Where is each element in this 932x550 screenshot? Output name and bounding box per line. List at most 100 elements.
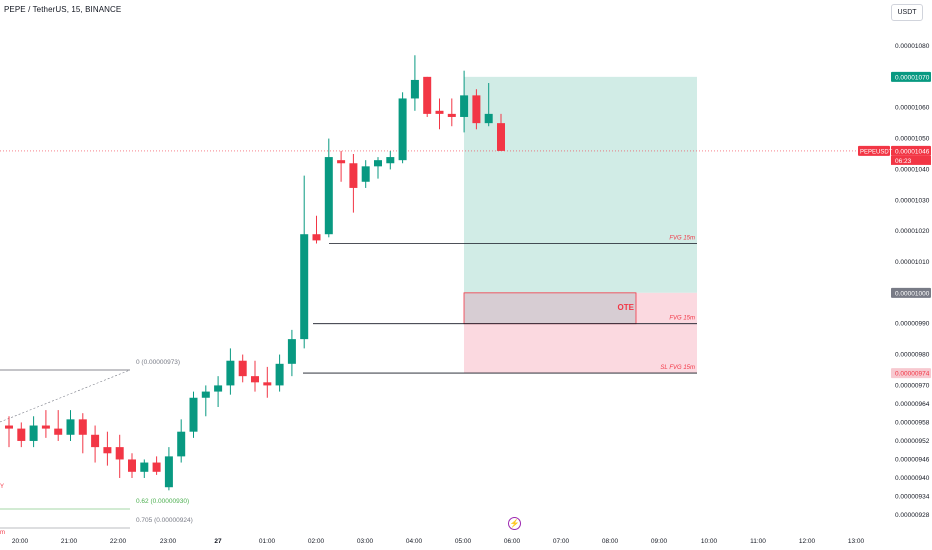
profit-zone <box>464 76 697 293</box>
symbol-badge-label: PEPEUSDT <box>860 149 893 155</box>
price-tick-label: 0.00000970 <box>895 382 930 389</box>
time-tick-label: 08:00 <box>602 538 619 545</box>
candle-body <box>398 98 407 161</box>
candle-body <box>484 113 493 124</box>
candle-body <box>410 79 419 99</box>
price-badge <box>891 287 931 298</box>
lightning-icon[interactable]: ⚡ <box>508 517 521 530</box>
candle-body <box>287 339 296 364</box>
candle-body <box>374 160 382 167</box>
countdown-badge <box>891 155 931 165</box>
fib-0705-label: 0.705 (0.00000924) <box>136 517 193 524</box>
candle-body <box>115 447 124 460</box>
price-tick-label: 0.00000940 <box>895 475 930 482</box>
time-tick-label: 06:00 <box>504 538 521 545</box>
candle-body <box>497 123 505 151</box>
price-tick-label: 0.00001030 <box>895 197 930 204</box>
time-tick-label: 01:00 <box>259 538 276 545</box>
time-tick-label: 04:00 <box>406 538 423 545</box>
candle-body <box>460 95 469 117</box>
price-tick-label: 0.00000990 <box>895 321 930 328</box>
candle-body <box>5 425 13 429</box>
price-tick-label: 0.00001020 <box>895 228 930 235</box>
price-tick-label: 0.00001060 <box>895 105 930 112</box>
time-tick-label: 03:00 <box>357 538 374 545</box>
time-tick-label: 09:00 <box>651 538 668 545</box>
candle-body <box>54 428 63 435</box>
price-tick-label: 0.00000964 <box>895 401 930 408</box>
candle-body <box>91 434 100 448</box>
price-tick-label: 0.00000980 <box>895 352 930 359</box>
price-tick-label: 0.00001010 <box>895 259 930 266</box>
price-badge-label: 0.00000974 <box>895 371 930 378</box>
candle-body <box>140 462 149 472</box>
time-tick-label: 27 <box>214 538 222 545</box>
time-tick-label: 02:00 <box>308 538 325 545</box>
candle-body <box>238 360 247 377</box>
time-tick-label: 13:00 <box>848 538 865 545</box>
fib-0-label: 0 (0.00000973) <box>136 359 180 366</box>
countdown-label: 06:23 <box>895 158 912 165</box>
sl-label: SL FVG 15m <box>660 365 695 371</box>
price-badge-label: 0.00001070 <box>895 74 930 81</box>
time-tick-label: 21:00 <box>61 538 78 545</box>
candle-body <box>361 166 370 182</box>
price-badge <box>891 145 931 156</box>
price-tick-label: 0.00000958 <box>895 419 930 426</box>
partial-m-label: m <box>0 530 5 536</box>
time-tick-label: 20:00 <box>12 538 29 545</box>
candle-body <box>386 157 395 164</box>
candle-body <box>41 425 50 429</box>
fib-trend-line <box>0 369 131 423</box>
fvg-mid-label: FVG 15m <box>669 316 695 322</box>
candle-body <box>152 462 161 472</box>
candle-body <box>226 360 235 386</box>
candle-body <box>349 163 358 188</box>
candle-body <box>337 160 346 164</box>
time-tick-label: 10:00 <box>701 538 718 545</box>
price-badge <box>891 71 931 82</box>
time-tick-label: 23:00 <box>160 538 177 545</box>
price-tick-label: 0.00001080 <box>895 43 930 50</box>
price-tick-label: 0.00001050 <box>895 136 930 143</box>
candle-body <box>189 397 198 432</box>
price-badge-label: 0.00001046 <box>895 148 930 155</box>
ote-label: OTE <box>618 303 635 312</box>
price-tick-label: 0.00001040 <box>895 166 930 173</box>
price-badge-label: 0.00001000 <box>895 290 930 297</box>
symbol-badge <box>858 145 890 156</box>
candle-body <box>66 419 75 435</box>
time-tick-label: 05:00 <box>455 538 472 545</box>
candle-body <box>312 234 321 241</box>
price-tick-label: 0.00000928 <box>895 512 930 519</box>
time-tick-label: 22:00 <box>110 538 127 545</box>
candle-body <box>177 431 186 457</box>
price-tick-label: 0.00000946 <box>895 456 930 463</box>
candle-body <box>263 382 272 386</box>
price-tick-label: 0.00000952 <box>895 438 930 445</box>
time-tick-label: 11:00 <box>750 538 766 545</box>
candle-body <box>251 376 259 383</box>
fvg-top-label: FVG 15m <box>669 235 695 241</box>
candle-body <box>447 113 456 117</box>
candle-body <box>17 428 26 441</box>
price-tick-label: 0.00000934 <box>895 493 930 500</box>
time-tick-label: 12:00 <box>799 538 816 545</box>
symbol-title: PEPE / TetherUS, 15, BINANCE <box>4 5 122 14</box>
partial-y-label: Y <box>0 484 4 490</box>
candle-body <box>201 391 210 398</box>
currency-button[interactable]: USDT <box>891 4 923 21</box>
time-tick-label: 07:00 <box>553 538 570 545</box>
candle-body <box>300 234 309 340</box>
candle-body <box>275 363 284 386</box>
ote-box <box>463 292 637 325</box>
candle-body <box>324 157 333 235</box>
candle-body <box>103 447 112 454</box>
candle-body <box>128 459 136 472</box>
candle-body <box>435 110 444 114</box>
candle-body <box>164 456 173 488</box>
candle-body <box>78 419 87 435</box>
fib-062-label: 0.62 (0.00000930) <box>136 498 189 505</box>
price-badge <box>891 368 931 379</box>
